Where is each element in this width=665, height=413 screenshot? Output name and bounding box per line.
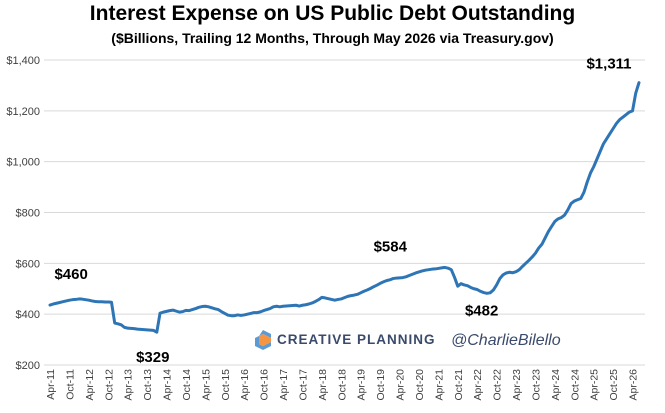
y-tick-label: $800 [16, 208, 40, 220]
x-tick-label: Apr-26 [628, 369, 640, 401]
data-label: $482 [465, 302, 498, 319]
x-tick-label: Oct-13 [142, 369, 154, 401]
x-tick-label: Oct-15 [220, 369, 232, 401]
x-tick-label: Oct-12 [103, 369, 115, 401]
y-tick-label: $400 [16, 309, 40, 321]
y-tick-label: $1,400 [6, 55, 40, 67]
x-tick-label: Oct-22 [492, 369, 504, 401]
x-tick-label: Apr-25 [589, 369, 601, 401]
x-tick-label: Oct-19 [375, 369, 387, 401]
x-tick-label: Apr-13 [123, 369, 135, 401]
x-tick-label: Apr-15 [200, 369, 212, 401]
x-tick-label: Oct-20 [414, 369, 426, 401]
x-tick-label: Oct-11 [64, 369, 76, 400]
author-handle: @CharlieBilello [451, 332, 561, 349]
chart-title: Interest Expense on US Public Debt Outst… [89, 2, 576, 25]
y-axis: $200 $400 $600 $800 $1,000 $1,200 $1,400 [6, 55, 40, 372]
y-tick-label: $1,200 [6, 106, 40, 118]
x-tick-label: Oct-23 [530, 369, 542, 401]
data-label: $329 [136, 349, 169, 366]
x-tick-label: Apr-19 [356, 369, 368, 401]
x-axis: Apr-11 Oct-11 Apr-12 Oct-12 Apr-13 Oct-13 Apr-… [45, 369, 640, 401]
data-labels: $460 $329 $584 $482 $1,311 [54, 56, 631, 367]
x-tick-label: Oct-16 [259, 369, 271, 401]
logo-mark-icon [255, 330, 271, 350]
x-tick-label: Oct-24 [569, 369, 581, 401]
x-tick-label: Oct-17 [297, 369, 309, 401]
y-tick-label: $600 [16, 258, 40, 270]
x-tick-label: Apr-16 [239, 369, 251, 401]
y-tick-label: $1,000 [6, 157, 40, 169]
x-tick-label: Oct-18 [336, 369, 348, 401]
x-tick-label: Oct-25 [608, 369, 620, 401]
data-label: $460 [54, 266, 87, 283]
company-name: CREATIVE PLANNING [277, 332, 436, 347]
gridlines [44, 59, 645, 366]
x-tick-label: Apr-22 [472, 369, 484, 401]
x-tick-label: Apr-20 [395, 369, 407, 401]
data-label: $1,311 [586, 56, 631, 73]
x-tick-label: Apr-17 [278, 369, 290, 401]
data-label: $584 [374, 238, 408, 255]
y-tick-label: $200 [16, 360, 40, 372]
x-tick-label: Oct-21 [453, 369, 465, 401]
chart-subtitle: ($Billions, Trailing 12 Months, Through … [111, 30, 554, 46]
creative-planning-logo: CREATIVE PLANNING @CharlieBilello [255, 330, 561, 350]
x-tick-label: Apr-21 [433, 369, 445, 401]
x-tick-label: Apr-11 [45, 369, 57, 400]
x-tick-label: Apr-12 [84, 369, 96, 401]
x-tick-label: Apr-23 [511, 369, 523, 401]
series-line [48, 81, 641, 334]
x-tick-label: Apr-18 [317, 369, 329, 401]
x-tick-label: Oct-14 [181, 369, 193, 401]
x-tick-label: Apr-24 [550, 369, 562, 401]
x-tick-label: Apr-14 [162, 369, 174, 401]
